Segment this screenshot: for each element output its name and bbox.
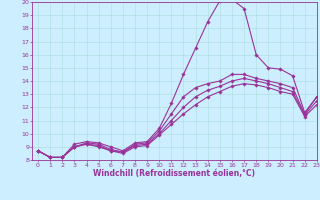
X-axis label: Windchill (Refroidissement éolien,°C): Windchill (Refroidissement éolien,°C) xyxy=(93,169,255,178)
